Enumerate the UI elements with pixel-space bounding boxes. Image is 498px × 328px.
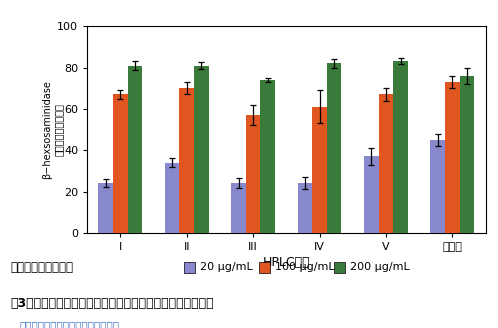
Text: 100 μg/mL: 100 μg/mL <box>275 262 335 272</box>
Text: 図3　イネ若葉のポリフェノール画分による脱顔粒抑制活性: 図3 イネ若葉のポリフェノール画分による脱顔粒抑制活性 <box>10 297 214 310</box>
Bar <box>445 82 460 233</box>
Bar <box>460 76 474 233</box>
Text: 20 μg/mL: 20 μg/mL <box>200 262 253 272</box>
Bar <box>312 107 327 233</box>
Bar <box>165 163 179 233</box>
Bar <box>99 183 113 233</box>
Bar <box>113 94 127 233</box>
Bar <box>364 156 378 233</box>
Bar <box>194 66 209 233</box>
Bar <box>378 94 393 233</box>
Bar <box>298 183 312 233</box>
Text: ポリフェノール濃度: ポリフェノール濃度 <box>10 261 73 274</box>
Bar <box>179 88 194 233</box>
Bar <box>127 66 142 233</box>
Text: グラフ中のバーは標準偏差を示す。: グラフ中のバーは標準偏差を示す。 <box>20 320 120 328</box>
Bar <box>231 183 246 233</box>
Bar <box>327 63 342 233</box>
Text: 200 μg/mL: 200 μg/mL <box>350 262 409 272</box>
Bar <box>430 140 445 233</box>
Bar <box>246 115 260 233</box>
X-axis label: HPLC分画: HPLC分画 <box>262 256 310 269</box>
Y-axis label: β−hexsosaminidase
放出阔害活性（％）: β−hexsosaminidase 放出阔害活性（％） <box>42 80 64 179</box>
Bar <box>393 61 408 233</box>
Bar <box>260 80 275 233</box>
